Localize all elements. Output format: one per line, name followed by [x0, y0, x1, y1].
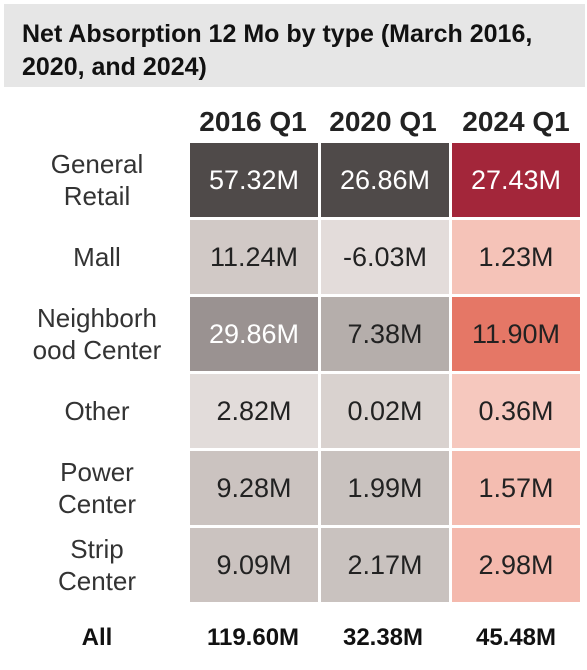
row-label-line: Power [60, 457, 134, 487]
heatmap-cell: 1.99M [321, 451, 449, 525]
chart-title: Net Absorption 12 Mo by type (March 2016… [22, 20, 533, 81]
heatmap-cell: -6.03M [321, 220, 449, 294]
total-value: 45.48M [475, 624, 557, 651]
heatmap-cell: 0.36M [452, 374, 580, 448]
heatmap-cell: 1.23M [452, 220, 580, 294]
row-label-line: Strip [70, 534, 124, 564]
heatmap-cell: 9.28M [190, 451, 318, 525]
column-header: 2016 Q1 [199, 106, 307, 137]
row-label: Mall [10, 220, 184, 294]
heatmap-cell: 2.98M [452, 528, 580, 602]
column-header: 2020 Q1 [329, 106, 437, 137]
total-value: 32.38M [342, 624, 424, 651]
row-label: Neighborh ood Center [10, 297, 184, 371]
row-label: Power Center [10, 451, 184, 525]
row-label-line: Retail [63, 181, 131, 211]
heatmap-cell: 2.17M [321, 528, 449, 602]
row-label: Other [10, 374, 184, 448]
row-label-line: Mall [73, 242, 121, 272]
heatmap-cell: 7.38M [321, 297, 449, 371]
title-bar: Net Absorption 12 Mo by type (March 2016… [4, 4, 585, 87]
row-label-line: Center [57, 489, 137, 519]
row-label-line: Center [57, 566, 137, 596]
heatmap-cell: 11.24M [190, 220, 318, 294]
heatmap-cell: 29.86M [190, 297, 318, 371]
total-value: 119.60M [206, 624, 300, 651]
heatmap-cell: 1.57M [452, 451, 580, 525]
heatmap-cell: 11.90M [452, 297, 580, 371]
total-row-label: All [81, 624, 113, 651]
heatmap-cell: 9.09M [190, 528, 318, 602]
row-label: General Retail [10, 143, 184, 217]
heatmap-cell: 2.82M [190, 374, 318, 448]
heatmap-cell: 57.32M [190, 143, 318, 217]
row-label-line: Neighborh [37, 303, 157, 333]
heatmap-cell: 0.02M [321, 374, 449, 448]
row-label-line: General [50, 149, 144, 179]
row-label: Strip Center [10, 528, 184, 602]
column-header: 2024 Q1 [462, 106, 570, 137]
heatmap-cell: 27.43M [452, 143, 580, 217]
row-label-line: Other [64, 396, 130, 426]
heatmap-cell: 26.86M [321, 143, 449, 217]
row-label-line: ood Center [32, 335, 162, 365]
